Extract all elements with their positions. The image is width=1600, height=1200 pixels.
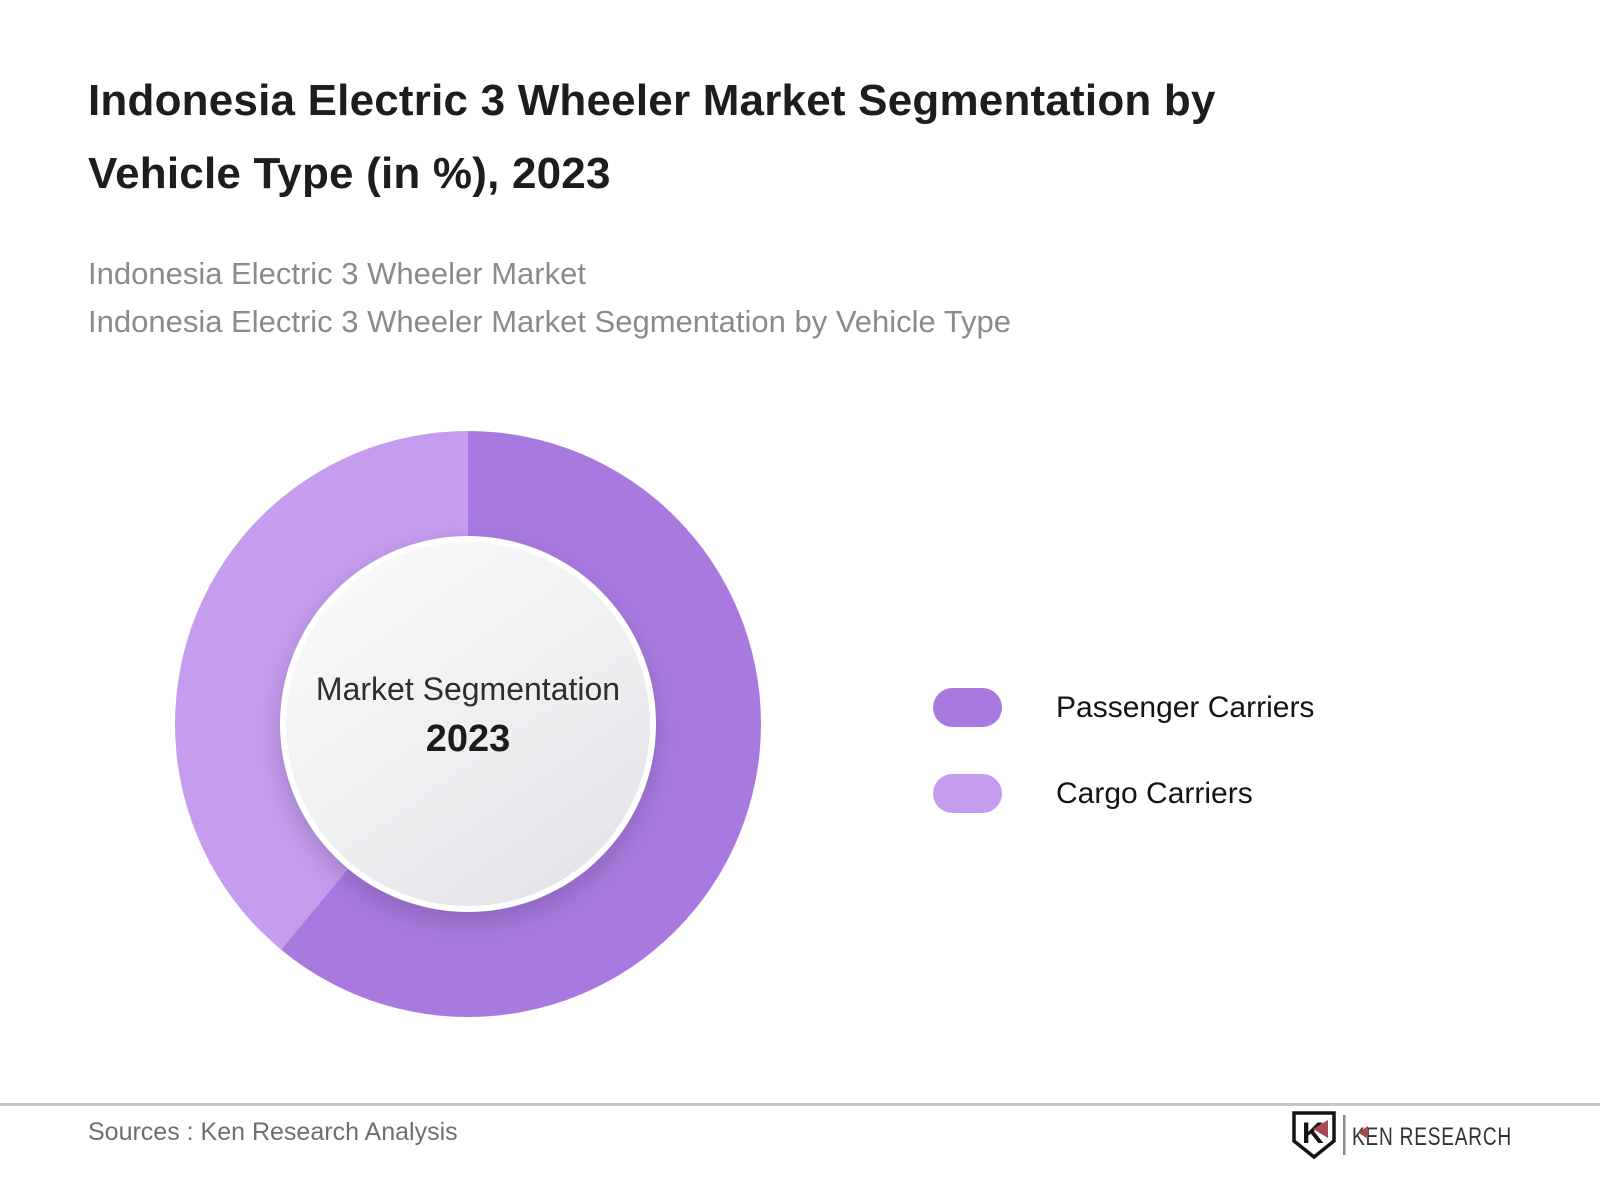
legend-item-cargo-carriers: Cargo Carriers [933,774,1314,813]
chart-title-line-2: Vehicle Type (in %), 2023 [88,149,611,198]
chart-subtitle: Indonesia Electric 3 Wheeler Market Indo… [88,250,1011,346]
chart-title: Indonesia Electric 3 Wheeler Market Segm… [88,64,1216,210]
chart-subtitle-line-2: Indonesia Electric 3 Wheeler Market Segm… [88,304,1012,339]
donut-center-label: Market Segmentation [315,671,621,707]
logo-shield-icon: K [1292,1111,1336,1160]
svg-text:K: K [1302,1117,1324,1150]
legend-label-cargo-carriers: Cargo Carriers [1056,776,1253,810]
donut-center-year: 2023 [425,718,511,760]
donut-ring: Market Segmentation 2023 [175,431,761,1017]
legend-swatch-passenger-carriers [933,688,1002,727]
donut-center-circle: Market Segmentation 2023 [280,536,656,912]
chart-title-line-1: Indonesia Electric 3 Wheeler Market Segm… [88,76,1216,125]
legend-label-passenger-carriers: Passenger Carriers [1056,690,1315,724]
chart-subtitle-line-1: Indonesia Electric 3 Wheeler Market [88,256,586,291]
source-text: Sources : Ken Research Analysis [88,1118,458,1146]
legend-item-passenger-carriers: Passenger Carriers [933,688,1314,727]
footer-divider [0,1103,1600,1106]
chart-legend: Passenger Carriers Cargo Carriers [933,688,1314,813]
logo-brand-text: KEN RESEARCH [1352,1123,1512,1151]
logo-separator [1343,1115,1346,1155]
legend-swatch-cargo-carriers [933,774,1002,813]
logo-brand-accent [1358,1126,1368,1139]
ken-research-logo: K KEN RESEARCH [1292,1111,1512,1160]
